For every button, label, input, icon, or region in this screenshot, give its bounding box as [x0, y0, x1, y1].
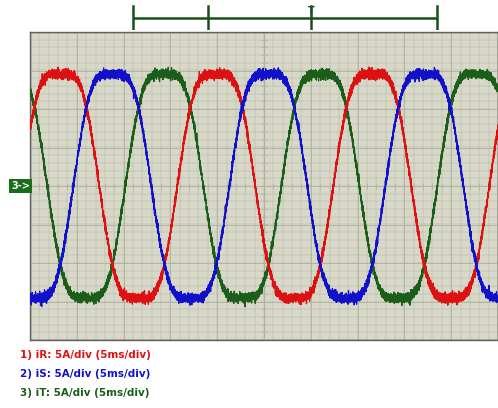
Text: 3) iT: 5A/div (5ms/div): 3) iT: 5A/div (5ms/div) — [20, 388, 149, 398]
Text: 3->: 3-> — [11, 181, 30, 191]
Text: 1) iR: 5A/div (5ms/div): 1) iR: 5A/div (5ms/div) — [20, 350, 151, 360]
Text: 2) iS: 5A/div (5ms/div): 2) iS: 5A/div (5ms/div) — [20, 369, 150, 379]
Text: T: T — [307, 6, 314, 16]
